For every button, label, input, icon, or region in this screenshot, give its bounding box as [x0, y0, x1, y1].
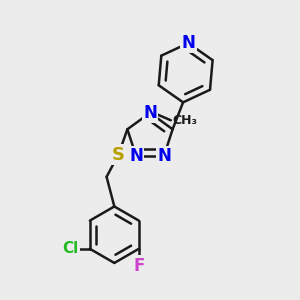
Text: S: S [112, 146, 125, 164]
Text: N: N [143, 104, 157, 122]
Text: F: F [133, 257, 145, 275]
Text: N: N [157, 147, 171, 165]
Text: Cl: Cl [62, 241, 79, 256]
Text: CH₃: CH₃ [172, 114, 197, 127]
Text: N: N [181, 34, 195, 52]
Text: N: N [129, 147, 143, 165]
